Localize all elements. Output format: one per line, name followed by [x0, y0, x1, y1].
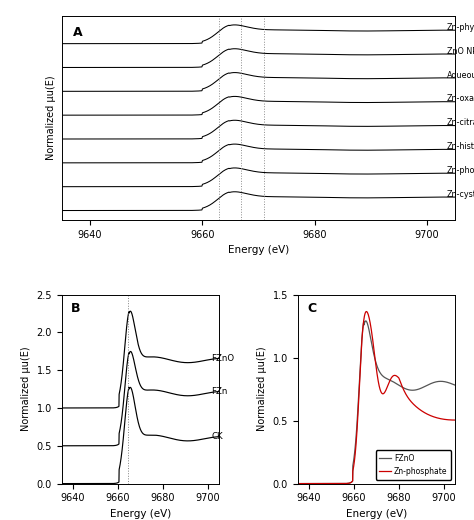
Y-axis label: Normalized μu(E): Normalized μu(E): [257, 347, 267, 432]
Text: B: B: [71, 302, 81, 315]
Y-axis label: Normalized μu(E): Normalized μu(E): [21, 347, 31, 432]
Zn-phosphate: [295, 480, 301, 487]
Text: A: A: [73, 26, 83, 39]
Text: Zn-cysteine: Zn-cysteine: [447, 190, 474, 199]
Zn-phosphate: [395, 374, 401, 380]
FZnO: [414, 386, 420, 393]
Text: Zn-oxalate: Zn-oxalate: [447, 94, 474, 103]
Legend: FZnO, Zn-phosphate: FZnO, Zn-phosphate: [375, 450, 451, 480]
Text: FZn: FZn: [211, 387, 228, 396]
Zn-phosphate: [414, 405, 420, 411]
Zn-phosphate: [304, 480, 310, 487]
Line: Zn-phosphate: Zn-phosphate: [298, 311, 455, 484]
Zn-phosphate: [386, 379, 392, 385]
Text: FZnO: FZnO: [211, 354, 234, 363]
Text: Aqueous: Aqueous: [447, 71, 474, 80]
Text: C: C: [307, 302, 316, 315]
FZnO: [363, 318, 369, 324]
FZnO: [452, 382, 458, 388]
FZnO: [430, 380, 436, 386]
FZnO: [295, 480, 301, 487]
Zn-phosphate: [391, 373, 396, 379]
X-axis label: Energy (eV): Energy (eV): [346, 509, 407, 519]
Y-axis label: Normalized μu(E): Normalized μu(E): [46, 75, 56, 160]
FZnO: [391, 379, 396, 385]
FZnO: [304, 480, 310, 487]
Text: CK: CK: [211, 432, 223, 441]
Text: Zn-phosphate: Zn-phosphate: [447, 166, 474, 175]
Text: ZnO NPs: ZnO NPs: [447, 47, 474, 56]
Zn-phosphate: [452, 417, 458, 423]
Zn-phosphate: [430, 413, 436, 420]
Text: Zn-histidine: Zn-histidine: [447, 142, 474, 151]
Text: Zn-phytate: Zn-phytate: [447, 23, 474, 32]
FZnO: [395, 382, 401, 388]
FZnO: [386, 376, 392, 383]
Zn-phosphate: [364, 308, 369, 315]
X-axis label: Energy (eV): Energy (eV): [109, 509, 171, 519]
Text: Zn-citrate: Zn-citrate: [447, 118, 474, 127]
Line: FZnO: FZnO: [298, 321, 455, 484]
X-axis label: Energy (eV): Energy (eV): [228, 245, 289, 255]
